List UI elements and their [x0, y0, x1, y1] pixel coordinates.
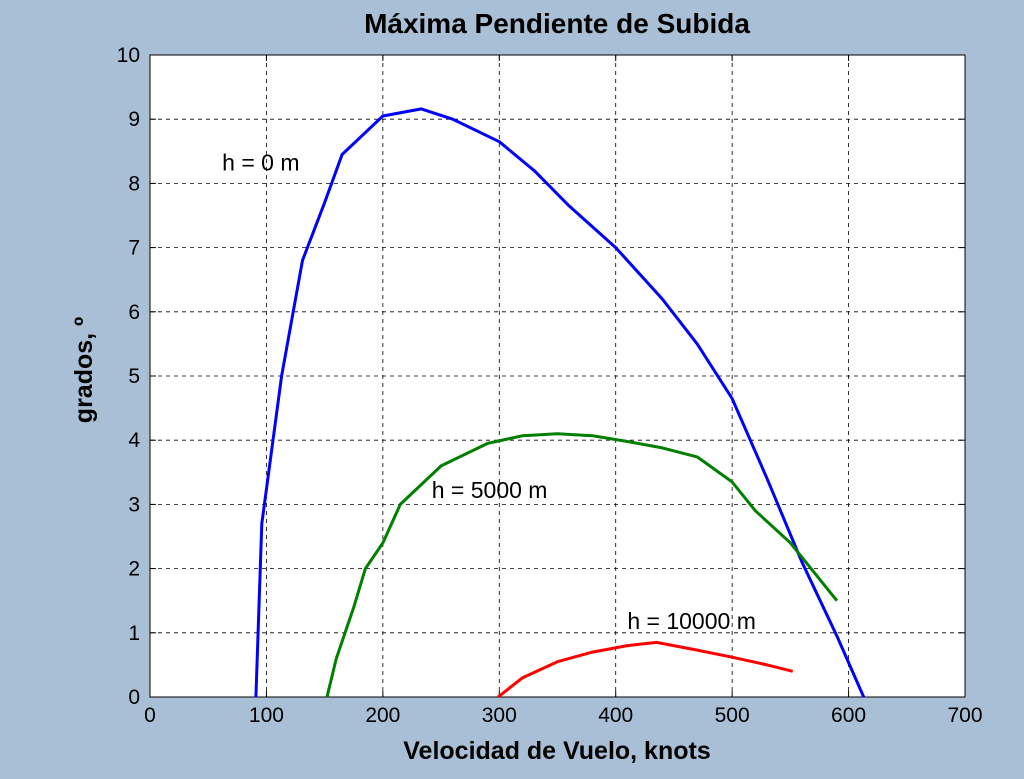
x-tick-label: 700: [947, 704, 982, 727]
y-tick-label: 3: [128, 493, 140, 516]
y-tick-label: 2: [128, 558, 140, 581]
series-line: [325, 432, 839, 698]
x-tick-label: 600: [831, 704, 866, 727]
y-tick-label: 9: [128, 108, 140, 131]
y-tick-label: 10: [117, 44, 140, 67]
y-tick-label: 8: [128, 172, 140, 195]
ticks: 0 100 200 300 400 500 600 700 0 1 2 3 4 5 6 7 8 9 10: [117, 44, 983, 727]
x-axis-label: Velocidad de Vuelo, knots: [403, 737, 710, 765]
chart-title: Máxima Pendiente de Subida: [364, 8, 750, 39]
series-line: [254, 107, 866, 698]
y-tick-label: 1: [128, 622, 140, 645]
grid: [150, 55, 965, 697]
annotations: h = 0 m h = 5000 m h = 10000 m: [222, 150, 756, 634]
y-axis-label: grados, º: [70, 317, 98, 423]
y-tick-label: 0: [128, 686, 140, 709]
series-line: [497, 640, 794, 699]
y-tick-label: 7: [128, 237, 140, 260]
x-tick-label: 100: [249, 704, 284, 727]
series-annotation: h = 10000 m: [627, 608, 756, 634]
y-tick-label: 6: [128, 301, 140, 324]
x-tick-label: 0: [144, 704, 156, 727]
series-annotation: h = 5000 m: [432, 477, 548, 503]
series-group: [254, 107, 866, 699]
series-annotation: h = 0 m: [222, 150, 299, 176]
y-tick-label: 4: [128, 429, 140, 452]
x-tick-label: 300: [482, 704, 517, 727]
x-tick-label: 400: [598, 704, 633, 727]
x-tick-label: 200: [365, 704, 400, 727]
x-tick-label: 500: [715, 704, 750, 727]
y-tick-label: 5: [128, 365, 140, 388]
